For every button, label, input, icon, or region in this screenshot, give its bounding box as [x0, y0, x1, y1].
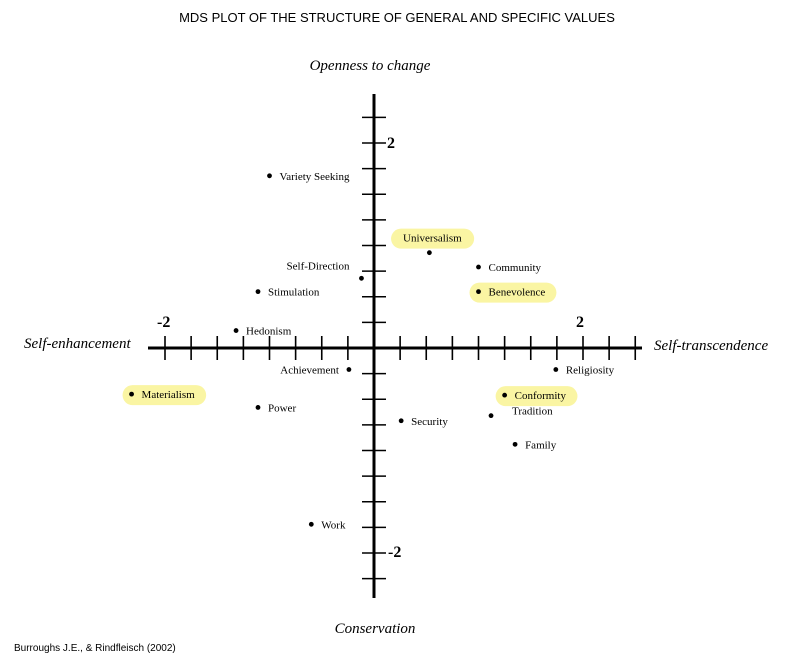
axis-label-top: Openness to change: [310, 58, 431, 74]
highlight-materialism: [122, 385, 207, 406]
data-point-work: [308, 521, 314, 527]
point-label-benevolence: Benevolence: [489, 287, 546, 299]
data-point-benevolence: [476, 289, 481, 295]
point-label-tradition: Tradition: [512, 406, 553, 418]
tick-label-x-pos: 2: [576, 314, 584, 331]
data-point-variety-seeking: [267, 173, 272, 179]
point-label-self-direction: Self-Direction: [287, 260, 350, 272]
point-label-family: Family: [525, 439, 557, 451]
data-point-stimulation: [255, 289, 261, 295]
point-label-achievement: Achievement: [280, 365, 339, 377]
tick-label-x-neg: -2: [157, 314, 170, 331]
highlight-conformity: [495, 386, 578, 407]
axis-label-left: Self-enhancement: [24, 336, 131, 352]
data-point-community: [476, 264, 481, 270]
tick-label-y-neg: -2: [388, 544, 401, 561]
point-label-community: Community: [489, 262, 542, 274]
data-point-religiosity: [553, 367, 559, 372]
point-label-stimulation: Stimulation: [268, 287, 320, 299]
point-label-universalism: Universalism: [403, 233, 462, 245]
data-point-universalism: [426, 250, 432, 256]
point-label-hedonism: Hedonism: [246, 326, 292, 338]
data-point-tradition: [488, 413, 494, 419]
point-label-conformity: Conformity: [515, 390, 567, 402]
data-point-hedonism: [233, 328, 239, 333]
point-label-security: Security: [411, 416, 448, 428]
data-point-conformity: [502, 392, 508, 398]
tick-label-y-pos: 2: [387, 135, 395, 152]
axes: [148, 94, 642, 598]
axis-label-bottom: Conservation: [335, 621, 416, 637]
point-label-power: Power: [268, 402, 296, 414]
highlight-benevolence: [469, 282, 557, 303]
data-point-power: [255, 405, 261, 410]
point-label-religiosity: Religiosity: [566, 365, 615, 377]
credit-text: Burroughs J.E., & Rindfleisch (2002): [14, 643, 176, 654]
highlights-layer: [122, 228, 578, 407]
point-label-materialism: Materialism: [142, 389, 196, 401]
chart-title: MDS PLOT OF THE STRUCTURE OF GENERAL AND…: [179, 10, 615, 25]
data-point-security: [398, 418, 404, 424]
data-point-family: [512, 441, 518, 447]
data-point-self-direction: [359, 275, 364, 281]
point-label-variety-seeking: Variety Seeking: [280, 171, 350, 183]
data-point-achievement: [346, 367, 352, 372]
data-point-materialism: [129, 391, 134, 397]
points-layer: Variety Seeking Universalism Community Self…: [129, 171, 615, 531]
highlight-universalism: [391, 228, 475, 249]
point-label-work: Work: [321, 519, 346, 531]
axis-label-right: Self-transcendence: [654, 338, 768, 354]
